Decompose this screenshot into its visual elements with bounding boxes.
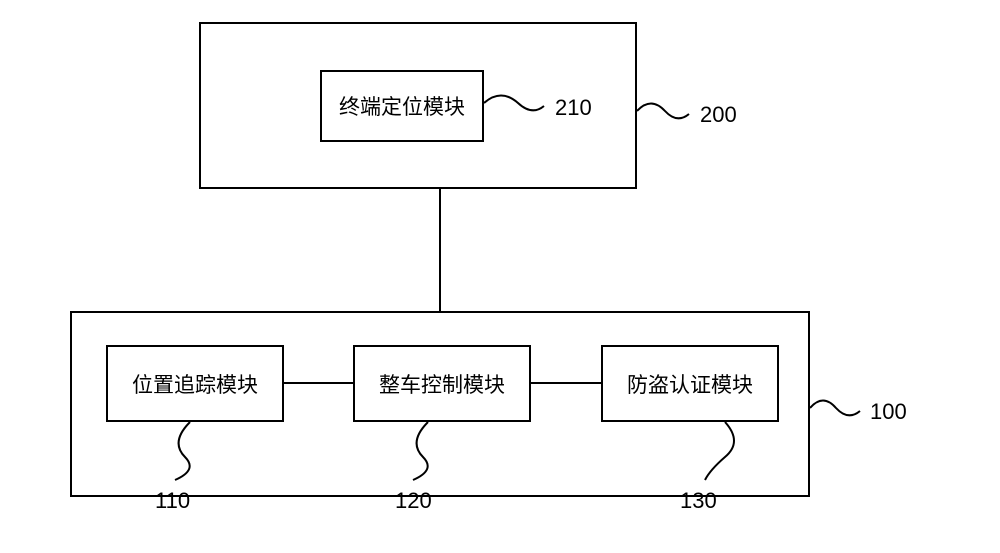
ref-210: 210 xyxy=(555,95,592,121)
position-tracking-label: 位置追踪模块 xyxy=(132,369,258,399)
vehicle-control-module: 整车控制模块 xyxy=(353,345,531,422)
terminal-positioning-module: 终端定位模块 xyxy=(320,70,484,142)
ref-100: 100 xyxy=(870,399,907,425)
leader-100 xyxy=(810,393,870,423)
antitheft-auth-module: 防盗认证模块 xyxy=(601,345,779,422)
leader-110 xyxy=(160,422,200,484)
connector-pt-vc xyxy=(284,382,353,384)
ref-110: 110 xyxy=(155,488,190,514)
position-tracking-module: 位置追踪模块 xyxy=(106,345,284,422)
ref-130: 130 xyxy=(680,488,717,514)
connector-vertical xyxy=(439,189,441,311)
ref-120: 120 xyxy=(395,488,432,514)
antitheft-auth-label: 防盗认证模块 xyxy=(627,369,753,399)
terminal-positioning-label: 终端定位模块 xyxy=(339,91,465,121)
leader-200 xyxy=(637,96,699,126)
leader-130 xyxy=(695,422,735,484)
connector-vc-at xyxy=(531,382,601,384)
leader-120 xyxy=(398,422,438,484)
vehicle-control-label: 整车控制模块 xyxy=(379,369,505,399)
ref-200: 200 xyxy=(700,102,737,128)
leader-210 xyxy=(484,88,554,118)
